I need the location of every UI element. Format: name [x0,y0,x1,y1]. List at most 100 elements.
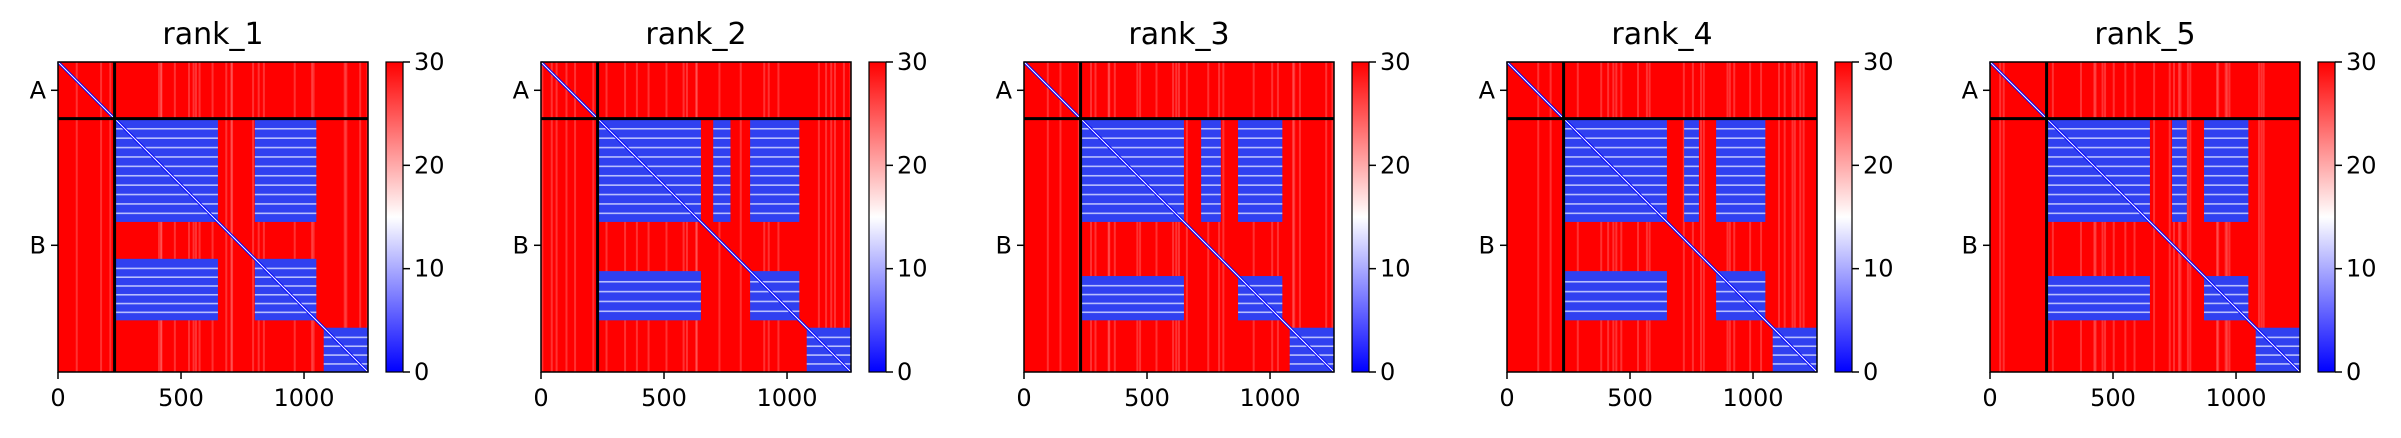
heatmap-block-stripe [1289,336,1334,339]
heatmap-block-stripe [2204,174,2249,177]
heatmap-block-stripe [323,336,368,339]
heatmap-block-stripe [713,212,731,215]
colorbar-tick-label: 30 [2346,48,2377,76]
x-tick-label: 1000 [2205,384,2266,412]
heatmap-block-stripe [2204,184,2249,186]
heatmap-frame [1023,61,1335,373]
heatmap-block-stripe [1289,345,1334,348]
heatmap-block-stripe [114,156,218,158]
heatmap-streak [230,62,233,372]
heatmap-block-stripe [254,137,317,139]
heatmap-block-stripe [254,193,317,196]
heatmap-block-stripe [1238,302,1283,305]
heatmap-streak [75,62,78,372]
colorbar [385,61,404,373]
heatmap-block-stripe [1684,146,1699,149]
heatmap-block-stripe [597,146,701,149]
heatmap-streak [1682,62,1685,372]
colorbar-tick-label: 10 [1380,255,1411,283]
heatmap-block-stripe [713,137,731,139]
heatmap-streak [1185,62,1188,372]
heatmap-block-stripe [1080,284,1184,287]
heatmap-block-stripe [254,184,317,186]
heatmap-block-stripe [1201,193,1221,196]
heatmap-block-stripe [2046,284,2150,287]
heatmap-block-stripe [1563,280,1667,283]
panel-title: rank_1 [162,17,263,52]
heatmap-block-stripe [750,156,800,158]
heatmap-block-stripe [1772,345,1817,348]
heatmap-low-block [597,271,701,321]
colorbar-tick-label: 20 [897,151,928,179]
heatmap-block-stripe [1684,127,1699,130]
heatmap-block-stripe [1563,174,1667,177]
heatmap-block-stripe [1080,146,1184,149]
heatmap-block-stripe [1080,156,1184,158]
heatmap-block-stripe [2204,193,2249,196]
heatmap-frame [1506,61,1818,373]
panel-2: rank_2 0 500 1000 A B 0 10 20 30 [513,17,928,412]
colorbar-tick-label: 0 [1863,358,1878,386]
heatmap-block-stripe [750,280,800,283]
colorbar [2317,61,2336,373]
heatmap-block-stripe [1238,156,1283,158]
heatmap-block-stripe [2172,137,2187,139]
heatmap-block-stripe [2204,146,2249,149]
heatmap-frame [57,61,369,373]
heatmap-streak [565,62,568,372]
colorbar [1351,61,1370,373]
heatmap-block-stripe [254,127,317,130]
heatmap-block-stripe [114,293,218,296]
heatmap-block-stripe [1238,212,1283,215]
chain-label: A [513,76,530,104]
heatmap-block-stripe [750,203,800,205]
heatmap-block-stripe [2204,156,2249,158]
heatmap-block-stripe [713,203,731,205]
heatmap-block-stripe [254,293,317,296]
heatmap-block-stripe [114,285,218,287]
colorbar [868,61,887,373]
heatmap-block-stripe [597,137,701,139]
heatmap-block-stripe [1080,184,1184,186]
heatmap-low-block [254,118,317,222]
heatmap-streak [1325,62,1328,372]
heatmap-block-stripe [2255,345,2300,348]
heatmap-block-stripe [713,193,731,196]
colorbar-tick-label: 10 [897,255,928,283]
heatmap-block-stripe [254,212,317,215]
heatmap-low-block [1563,271,1667,321]
heatmap-block-stripe [2046,174,2150,177]
heatmap-block-stripe [2046,137,2150,139]
heatmap-low-block [1716,118,1766,222]
heatmap-block-stripe [597,184,701,186]
colorbar-tick-label: 10 [2346,255,2377,283]
x-tick-label: 0 [50,384,65,412]
heatmap-block-stripe [597,165,701,168]
heatmap-block-stripe [1238,293,1283,296]
heatmap-low-block [1238,118,1283,222]
heatmap-block-stripe [597,127,701,130]
heatmap-diagonal-highlight [1023,61,1335,373]
heatmap-block-stripe [2172,184,2187,186]
heatmap-block-stripe [2204,302,2249,305]
heatmap-block-stripe [2046,302,2150,305]
heatmap-block-stripe [1684,156,1699,158]
panel-3: rank_3 0 500 1000 A B 0 10 20 30 [996,17,1411,412]
heatmap-block-stripe [1080,293,1184,296]
heatmap-streak [1699,62,1702,372]
heatmap-block-stripe [750,300,800,303]
colorbar-tick-label: 20 [2346,151,2377,179]
heatmap-block-stripe [254,311,317,314]
heatmap-streak [1293,62,1296,372]
heatmap-block-stripe [114,203,218,205]
heatmap-streak [2002,62,2005,372]
heatmap-block-stripe [597,280,701,283]
heatmap-block-stripe [254,174,317,177]
heatmap-block-stripe [750,165,800,168]
heatmap-block-stripe [806,345,851,348]
heatmap-block-stripe [2204,127,2249,130]
heatmap-block-stripe [1201,137,1221,139]
heatmap-block-stripe [1080,302,1184,305]
heatmap-streak [1222,62,1225,372]
heatmap-block-stripe [2046,311,2150,314]
